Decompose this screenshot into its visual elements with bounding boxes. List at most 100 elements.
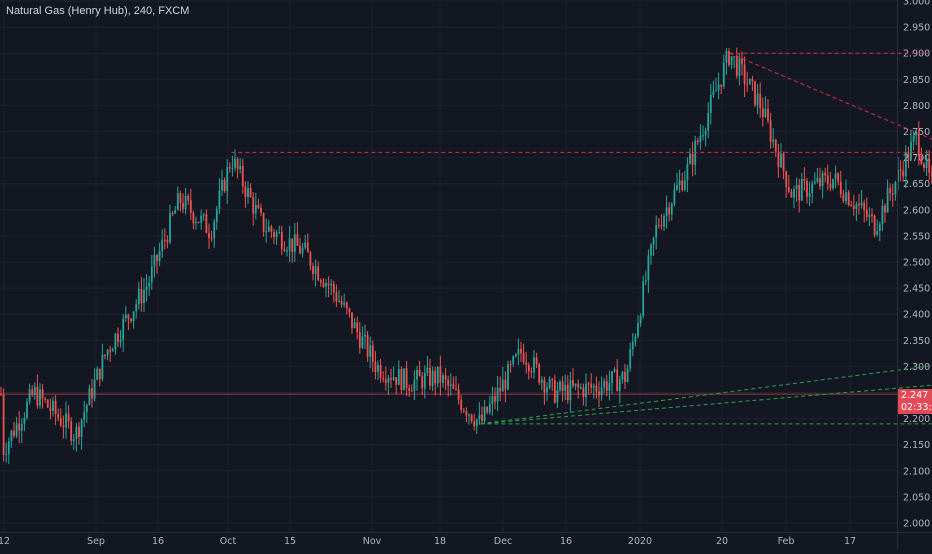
candle-body — [572, 380, 574, 386]
candle-body — [241, 166, 244, 187]
candle-body — [468, 414, 470, 416]
descending-trendline[interactable] — [729, 52, 932, 424]
candle-body — [925, 158, 928, 169]
candle-body — [670, 203, 673, 215]
candle-body — [605, 381, 608, 391]
candle-body — [668, 207, 671, 215]
candle-body — [496, 387, 499, 402]
candle-body — [878, 224, 881, 232]
candle-body — [57, 414, 60, 418]
candle-body — [821, 172, 824, 187]
candle-body — [629, 349, 632, 369]
candle-body — [598, 391, 600, 396]
candle-body — [153, 255, 156, 267]
candle-body — [761, 108, 764, 117]
candle-body — [816, 178, 819, 182]
candle-body — [236, 158, 239, 170]
support-trendline[interactable] — [480, 340, 932, 425]
price-axis-label: 2.100 — [903, 466, 930, 477]
support-trendline[interactable] — [480, 309, 932, 425]
candle-body — [652, 237, 655, 245]
candle-body — [574, 383, 577, 386]
candle-body — [738, 58, 741, 76]
candle-body — [449, 384, 452, 386]
candle-body — [533, 357, 535, 373]
price-axis-label: 2.850 — [903, 75, 930, 86]
candle-body — [564, 384, 567, 392]
candle-body — [798, 185, 801, 201]
candle-body — [733, 56, 736, 58]
candle-body — [743, 64, 746, 85]
candle-body — [569, 380, 572, 401]
candle-body — [195, 221, 197, 224]
candle-body — [631, 341, 634, 350]
candle-body — [746, 84, 749, 86]
candle-body — [423, 373, 426, 389]
candle-body — [312, 266, 314, 275]
time-axis-label: Nov — [363, 536, 382, 547]
candle-body — [291, 238, 294, 252]
price-axis-divider — [897, 0, 898, 550]
candle-body — [748, 78, 751, 85]
candle-body — [36, 386, 39, 406]
candle-body — [808, 193, 811, 197]
candle-body — [728, 51, 730, 65]
candle-body — [127, 314, 130, 319]
candle-body — [156, 255, 158, 262]
candle-body — [514, 354, 517, 357]
candle-body — [829, 183, 832, 189]
candle-body — [361, 336, 364, 349]
candle-body — [873, 215, 876, 236]
candle-body — [769, 120, 772, 142]
candle-body — [23, 417, 26, 425]
candle-body — [400, 368, 403, 391]
candle-body — [31, 389, 34, 395]
candle-body — [13, 430, 15, 436]
candle-body — [26, 401, 28, 418]
candle-body — [117, 333, 119, 342]
candle-body — [527, 364, 530, 372]
candle-body — [106, 349, 109, 356]
candle-body — [176, 193, 179, 211]
candle-body — [897, 169, 899, 183]
candle-body — [210, 237, 213, 239]
candle-body — [689, 153, 691, 164]
candle-body — [130, 318, 132, 321]
candle-body — [811, 183, 814, 194]
candle-body — [782, 153, 785, 172]
candle-body — [611, 371, 613, 384]
candle-body — [413, 379, 416, 391]
candle-body — [837, 173, 840, 182]
candle-body — [7, 441, 10, 454]
candle-body — [382, 377, 385, 380]
candle-body — [928, 158, 931, 173]
candle-body — [491, 396, 494, 405]
candle-body — [179, 193, 182, 203]
candle-body — [855, 204, 858, 209]
candle-body — [114, 333, 117, 350]
candle-body — [553, 380, 556, 403]
candle-body — [546, 387, 548, 393]
candle-body — [910, 141, 912, 160]
candle-body — [852, 205, 855, 209]
candle-body — [813, 181, 816, 184]
price-axis-label: 2.450 — [903, 284, 930, 295]
candle-body — [80, 419, 83, 437]
time-axis-label: Sep — [87, 536, 105, 547]
price-axis-label: 2.500 — [903, 258, 930, 269]
candle-body — [616, 369, 619, 392]
price-axis-label: 2.150 — [903, 440, 930, 451]
candle-body — [884, 205, 886, 213]
candle-body — [104, 354, 106, 356]
candle-body — [44, 398, 47, 401]
candle-body — [408, 387, 411, 391]
candle-body — [434, 370, 437, 384]
candle-body — [392, 377, 395, 380]
time-axis-label: 15 — [284, 536, 296, 547]
candle-body — [447, 379, 450, 386]
candle-body — [366, 334, 369, 357]
candle-body — [785, 171, 788, 188]
candle-body — [200, 215, 203, 223]
